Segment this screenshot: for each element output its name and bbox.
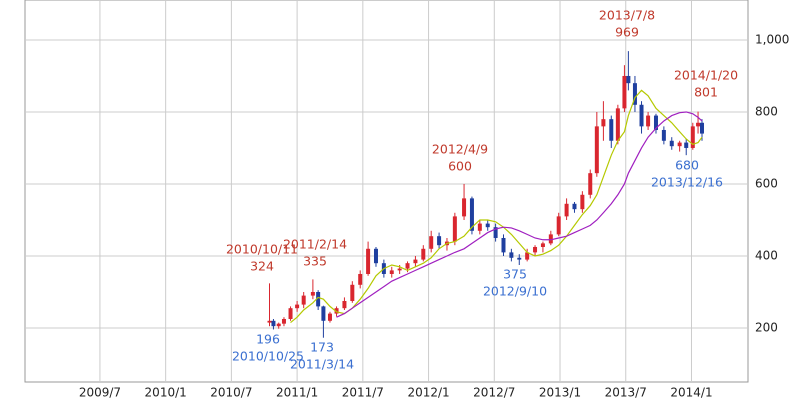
candle-body <box>669 140 674 147</box>
candle-body <box>462 198 467 217</box>
candle-body <box>564 203 569 217</box>
annotation-text: 2011/3/14 <box>290 357 354 372</box>
annotation-text: 324 <box>250 259 274 274</box>
x-tick-label: 2013/1 <box>539 386 581 400</box>
candle-body <box>267 320 272 323</box>
x-tick-label: 2011/7 <box>342 386 384 400</box>
x-tick-label: 2011/1 <box>276 386 318 400</box>
candle-body <box>310 291 315 296</box>
candle-body <box>548 234 553 244</box>
candle-body <box>525 252 530 260</box>
annotation-text: 801 <box>694 85 718 100</box>
annotation-text: 2012/9/10 <box>483 284 547 299</box>
annotation-text: 600 <box>448 159 472 174</box>
candle-body <box>493 227 498 238</box>
y-tick-label: 600 <box>755 176 778 190</box>
candle-body <box>327 313 332 321</box>
candle-body <box>653 115 658 130</box>
candle-body <box>601 119 606 127</box>
candle-body <box>288 308 293 319</box>
y-tick-label: 200 <box>755 320 778 334</box>
annotation-text: 680 <box>675 158 699 173</box>
candle-body <box>301 295 306 305</box>
candle-body <box>405 263 410 269</box>
x-tick-label: 2012/1 <box>407 386 449 400</box>
candle-body <box>677 142 682 147</box>
candle-body <box>639 104 644 127</box>
annotation-text: 196 <box>256 332 280 347</box>
moving-average-line <box>336 111 703 318</box>
candle-body <box>699 122 704 134</box>
x-tick-label: 2010/1 <box>145 386 187 400</box>
x-tick-label: 2013/7 <box>605 386 647 400</box>
y-tick-label: 1,000 <box>755 32 789 46</box>
candle-body <box>646 115 651 127</box>
candle-body <box>615 108 620 141</box>
candle-body <box>684 142 689 148</box>
annotation-text: 2012/4/9 <box>432 142 488 157</box>
candle-body <box>271 320 276 327</box>
candle-body <box>540 243 545 247</box>
candle-body <box>580 194 585 210</box>
candle-body <box>690 126 695 148</box>
candle-body <box>622 75 627 109</box>
candle-body <box>366 248 371 274</box>
candle-body <box>413 259 418 264</box>
candle-body <box>661 129 666 141</box>
candle-body <box>696 122 701 127</box>
annotation-text: 2013/7/8 <box>599 8 655 23</box>
annotation-text: 969 <box>615 25 639 40</box>
candle-body <box>334 308 339 314</box>
candle-body <box>594 126 599 174</box>
candle-body <box>437 236 442 246</box>
candle-body <box>501 237 506 253</box>
candle-body <box>350 284 355 301</box>
candle-body <box>609 119 614 141</box>
candle-body <box>626 75 631 84</box>
candle-body <box>421 248 426 260</box>
candle-body <box>632 83 637 105</box>
candle-body <box>517 257 522 260</box>
annotation-text: 2010/10/25 <box>232 349 304 364</box>
plot-area <box>24 0 749 383</box>
candle-body <box>429 236 434 249</box>
candle-body <box>477 223 482 231</box>
x-tick-label: 2010/7 <box>210 386 252 400</box>
candle-body <box>469 198 474 231</box>
x-tick-label: 2009/7 <box>79 386 121 400</box>
candle-body <box>321 306 326 321</box>
candle-body <box>397 268 402 271</box>
annotation-text: 2011/2/14 <box>283 237 347 252</box>
annotation-text: 2013/12/16 <box>651 175 723 190</box>
candle-body <box>373 248 378 264</box>
annotation-text: 2014/1/20 <box>674 68 738 83</box>
candle-body <box>452 216 457 242</box>
annotation-text: 2010/10/11 <box>226 242 298 257</box>
candle-body <box>509 252 514 258</box>
y-tick-label: 400 <box>755 248 778 262</box>
candle-body <box>572 203 577 210</box>
annotation-text: 173 <box>310 340 334 355</box>
candle-body <box>556 216 561 235</box>
candle-body <box>533 246 538 253</box>
candle-body <box>342 300 347 309</box>
candle-body <box>281 318 286 324</box>
candle-body <box>588 173 593 195</box>
candle-body <box>316 291 321 307</box>
annotation-text: 335 <box>303 254 327 269</box>
candle-body <box>276 323 281 327</box>
x-tick-label: 2014/1 <box>670 386 712 400</box>
y-tick-label: 800 <box>755 104 778 118</box>
candle-body <box>389 270 394 274</box>
candle-body <box>358 273 363 285</box>
candle-body <box>485 223 490 228</box>
x-tick-label: 2012/7 <box>473 386 515 400</box>
annotation-text: 375 <box>503 267 527 282</box>
candle-body <box>295 304 300 309</box>
